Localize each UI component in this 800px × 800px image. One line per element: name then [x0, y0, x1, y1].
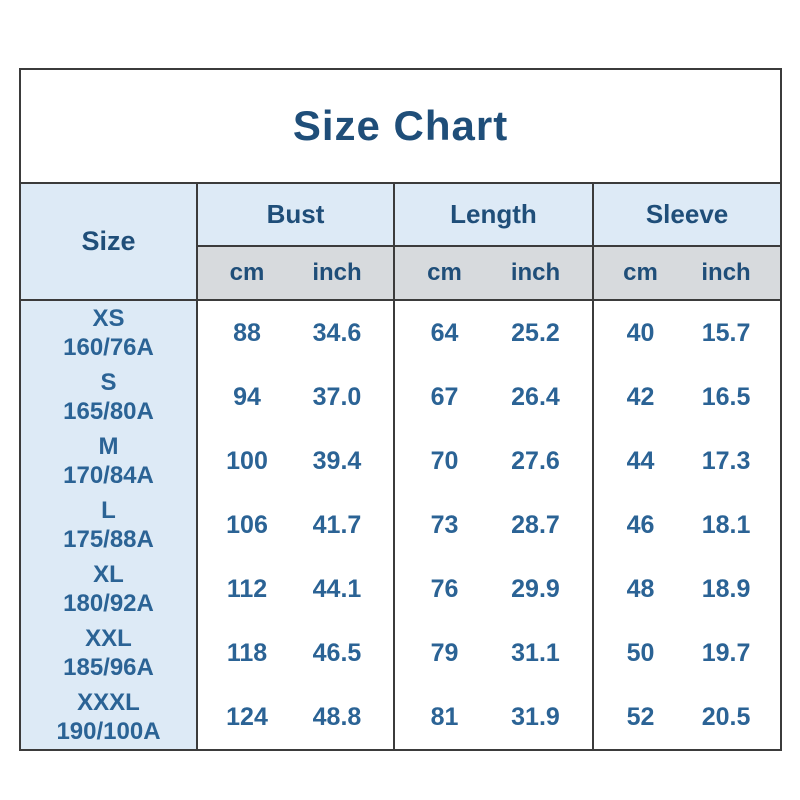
size-chart-table: Size Chart Size Bust Length Sleeve cm in… [19, 68, 783, 751]
bust-cm-value: 94 [197, 365, 296, 429]
length-inch-value: 31.1 [494, 621, 593, 685]
sleeve-inch-value: 18.9 [687, 557, 782, 621]
table-row-xxxl: XXXL 190/100A 124 48.8 81 31.9 52 20.5 [20, 685, 782, 750]
column-header-size: Size [20, 183, 198, 301]
header-unit-row: cm inch cm inch cm inch [20, 246, 782, 301]
size-spec: 160/76A [63, 334, 154, 361]
size-cell: XXXL 190/100A [20, 685, 198, 750]
unit-header-length-cm: cm [393, 246, 494, 301]
bust-inch-value: 46.5 [296, 621, 394, 685]
sleeve-inch-value: 18.1 [687, 493, 782, 557]
column-header-length: Length [393, 183, 593, 247]
bust-inch-value: 41.7 [296, 493, 394, 557]
table-row-xs: XS 160/76A 88 34.6 64 25.2 40 15.7 [20, 300, 782, 365]
column-header-sleeve: Sleeve [591, 183, 782, 247]
size-label: S [100, 369, 117, 396]
unit-header-length-inch: inch [494, 246, 593, 301]
unit-header-sleeve-inch: inch [687, 246, 782, 301]
sleeve-inch-value: 16.5 [687, 365, 782, 429]
table-row-l: L 175/88A 106 41.7 73 28.7 46 18.1 [20, 493, 782, 557]
size-cell: XS 160/76A [20, 300, 198, 365]
size-spec: 170/84A [63, 462, 154, 489]
size-cell: XL 180/92A [20, 557, 198, 621]
bust-cm-value: 112 [197, 557, 296, 621]
length-cm-value: 81 [393, 685, 494, 750]
sleeve-cm-value: 46 [592, 493, 687, 557]
column-header-bust: Bust [197, 183, 394, 247]
size-label: XL [93, 561, 124, 588]
size-spec: 190/100A [56, 718, 161, 745]
sleeve-cm-value: 42 [592, 365, 687, 429]
unit-header-sleeve-cm: cm [592, 246, 687, 301]
length-cm-value: 79 [393, 621, 494, 685]
bust-inch-value: 34.6 [296, 300, 394, 365]
page-title: Size Chart [20, 69, 782, 184]
bust-cm-value: 106 [197, 493, 296, 557]
bust-inch-value: 39.4 [296, 429, 394, 493]
bust-inch-value: 37.0 [296, 365, 394, 429]
size-spec: 185/96A [63, 654, 154, 681]
bust-inch-value: 48.8 [296, 685, 394, 750]
size-cell: S 165/80A [20, 365, 198, 429]
length-inch-value: 28.7 [494, 493, 593, 557]
size-cell: M 170/84A [20, 429, 198, 493]
sleeve-inch-value: 15.7 [687, 300, 782, 365]
bust-inch-value: 44.1 [296, 557, 394, 621]
size-label: XS [92, 305, 125, 332]
size-cell: L 175/88A [20, 493, 198, 557]
bust-cm-value: 100 [197, 429, 296, 493]
sleeve-cm-value: 44 [592, 429, 687, 493]
size-spec: 175/88A [63, 526, 154, 553]
sleeve-cm-value: 50 [592, 621, 687, 685]
size-spec: 180/92A [63, 590, 154, 617]
sleeve-inch-value: 20.5 [687, 685, 782, 750]
sleeve-inch-value: 19.7 [687, 621, 782, 685]
size-label: M [98, 433, 119, 460]
unit-header-bust-inch: inch [296, 246, 394, 301]
size-label: XXXL [77, 689, 140, 716]
size-cell: XXL 185/96A [20, 621, 198, 685]
table-row-m: M 170/84A 100 39.4 70 27.6 44 17.3 [20, 429, 782, 493]
bust-cm-value: 88 [197, 300, 296, 365]
sleeve-cm-value: 48 [592, 557, 687, 621]
bust-cm-value: 124 [197, 685, 296, 750]
bust-cm-value: 118 [197, 621, 296, 685]
length-inch-value: 29.9 [494, 557, 593, 621]
length-inch-value: 25.2 [494, 300, 593, 365]
unit-header-bust-cm: cm [197, 246, 296, 301]
title-row: Size Chart [20, 69, 782, 184]
sleeve-cm-value: 40 [592, 300, 687, 365]
size-spec: 165/80A [63, 398, 154, 425]
size-label: L [101, 497, 116, 524]
length-cm-value: 64 [393, 300, 494, 365]
length-cm-value: 73 [393, 493, 494, 557]
length-cm-value: 70 [393, 429, 494, 493]
header-group-row: Size Bust Length Sleeve [20, 183, 782, 301]
length-cm-value: 67 [393, 365, 494, 429]
table-row-xl: XL 180/92A 112 44.1 76 29.9 48 18.9 [20, 557, 782, 621]
sleeve-inch-value: 17.3 [687, 429, 782, 493]
length-inch-value: 31.9 [494, 685, 593, 750]
table-row-s: S 165/80A 94 37.0 67 26.4 42 16.5 [20, 365, 782, 429]
sleeve-cm-value: 52 [592, 685, 687, 750]
length-cm-value: 76 [393, 557, 494, 621]
table-row-xxl: XXL 185/96A 118 46.5 79 31.1 50 19.7 [20, 621, 782, 685]
length-inch-value: 26.4 [494, 365, 593, 429]
size-label: XXL [85, 625, 132, 652]
length-inch-value: 27.6 [494, 429, 593, 493]
